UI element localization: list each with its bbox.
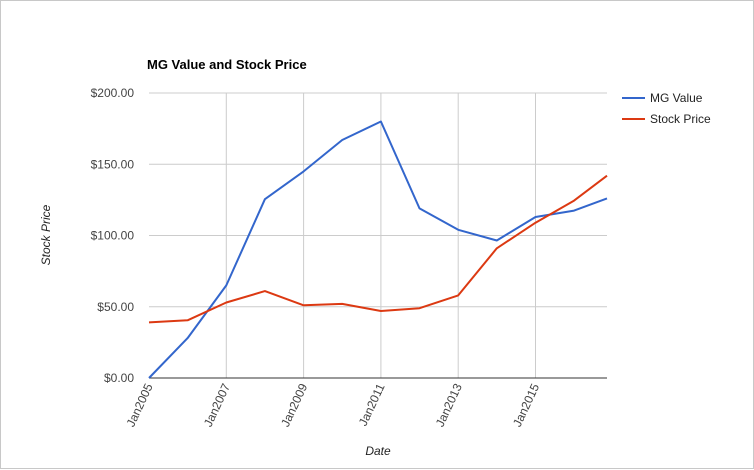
y-tick-label: $50.00 bbox=[97, 300, 134, 314]
legend: MG Value Stock Price bbox=[622, 91, 711, 126]
x-axis-title: Date bbox=[365, 444, 391, 458]
series-line-stock-price[interactable] bbox=[148, 174, 608, 324]
x-tick-label: Jan2007 bbox=[201, 381, 233, 429]
legend-label-mg-value: MG Value bbox=[650, 91, 703, 105]
legend-item-mg-value[interactable]: MG Value bbox=[622, 91, 703, 105]
y-tick-label: $200.00 bbox=[91, 86, 135, 100]
y-tick-label: $0.00 bbox=[104, 371, 134, 385]
series-line-mg-value[interactable] bbox=[148, 120, 608, 379]
legend-label-stock-price: Stock Price bbox=[650, 112, 711, 126]
x-tick-label: Jan2011 bbox=[356, 381, 388, 428]
x-tick-label: Jan2013 bbox=[433, 381, 465, 429]
x-tick-label: Jan2015 bbox=[510, 381, 542, 429]
series-layer bbox=[148, 120, 608, 379]
y-tick-label: $100.00 bbox=[91, 229, 135, 243]
y-axis-title: Stock Price bbox=[39, 204, 53, 265]
x-tick-label: Jan2005 bbox=[124, 381, 156, 429]
chart-title: MG Value and Stock Price bbox=[147, 57, 307, 72]
y-tick-label: $150.00 bbox=[91, 157, 135, 171]
legend-item-stock-price[interactable]: Stock Price bbox=[622, 112, 711, 126]
gridlines bbox=[149, 92, 607, 378]
x-tick-label: Jan2009 bbox=[278, 381, 310, 429]
